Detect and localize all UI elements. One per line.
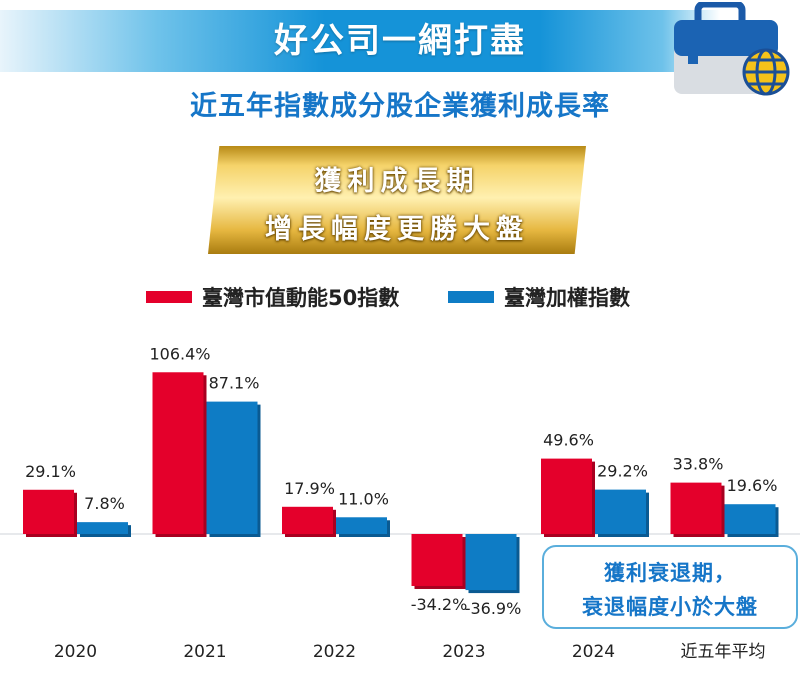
bar-0-1 bbox=[152, 372, 204, 534]
bar-1-2 bbox=[336, 517, 387, 534]
data-label-0-1: 106.4% bbox=[149, 344, 210, 363]
x-tick-label-1: 2021 bbox=[183, 642, 226, 662]
data-label-0-0: 29.1% bbox=[25, 462, 76, 481]
bar-0-3 bbox=[411, 534, 463, 586]
x-tick-label-3: 2023 bbox=[442, 642, 485, 662]
data-label-0-4: 49.6% bbox=[543, 431, 594, 450]
data-label-1-2: 11.0% bbox=[338, 489, 389, 508]
bar-0-5 bbox=[670, 482, 722, 534]
data-label-1-3: -36.9% bbox=[465, 599, 522, 618]
note-line-1: 獲利衰退期， bbox=[604, 561, 736, 585]
recession-note: 獲利衰退期， 衰退幅度小於大盤 bbox=[542, 545, 798, 629]
legend-label-0: 臺灣市值動能50指數 bbox=[202, 286, 400, 310]
x-tick-label-5: 近五年平均 bbox=[681, 642, 766, 662]
data-label-0-3: -34.2% bbox=[411, 595, 468, 614]
x-tick-label-4: 2024 bbox=[572, 642, 615, 662]
note-line-2: 衰退幅度小於大盤 bbox=[582, 595, 758, 619]
legend-swatch-0 bbox=[146, 291, 192, 303]
highlight-line-1: 獲利成長期 bbox=[314, 166, 480, 197]
bar-1-3 bbox=[465, 534, 517, 591]
bar-1-4 bbox=[595, 489, 646, 534]
chart-subtitle: 近五年指數成分股企業獲利成長率 bbox=[190, 91, 610, 122]
bar-0-4 bbox=[541, 458, 592, 534]
data-label-1-4: 29.2% bbox=[597, 462, 648, 481]
highlight-banner bbox=[208, 146, 586, 254]
data-label-0-2: 17.9% bbox=[284, 479, 335, 498]
legend-item-0: 臺灣市值動能50指數 bbox=[146, 282, 399, 312]
bar-1-1 bbox=[206, 401, 258, 534]
data-label-1-0: 7.8% bbox=[84, 494, 125, 513]
title-banner bbox=[0, 10, 720, 72]
legend-swatch-1 bbox=[448, 291, 494, 303]
x-tick-label-2: 2022 bbox=[313, 642, 356, 662]
highlight-line-2: 增長幅度更勝大盤 bbox=[265, 214, 529, 245]
legend-item-1: 臺灣加權指數 bbox=[448, 282, 630, 312]
data-label-0-5: 33.8% bbox=[673, 455, 724, 474]
page-title: 好公司一網打盡 bbox=[274, 21, 526, 61]
x-tick-label-0: 2020 bbox=[54, 642, 97, 662]
bar-0-0 bbox=[23, 489, 74, 534]
bar-1-0 bbox=[77, 522, 128, 534]
data-label-1-1: 87.1% bbox=[209, 374, 260, 393]
legend-label-1: 臺灣加權指數 bbox=[504, 286, 630, 310]
data-label-1-5: 19.6% bbox=[727, 476, 778, 495]
bar-1-5 bbox=[724, 504, 776, 534]
bar-0-2 bbox=[282, 506, 333, 534]
briefcase-globe-icon bbox=[674, 2, 790, 96]
